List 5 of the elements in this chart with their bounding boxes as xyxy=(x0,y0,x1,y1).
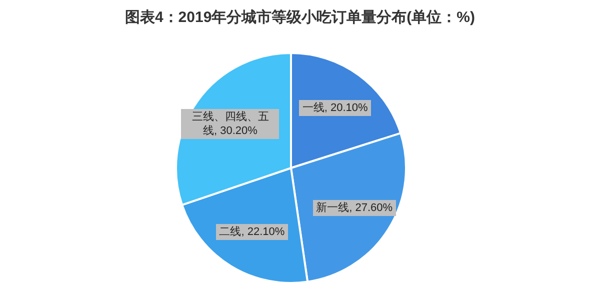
slice-label: 新一线, 27.60% xyxy=(313,200,396,216)
slice-label: 三线、四线、五线, 30.20% xyxy=(181,109,280,140)
slice-label: 一线, 20.10% xyxy=(299,100,371,116)
chart-title: 图表4：2019年分城市等级小吃订单量分布(单位：%) xyxy=(124,8,476,26)
slice-label: 二线, 22.10% xyxy=(216,224,288,240)
